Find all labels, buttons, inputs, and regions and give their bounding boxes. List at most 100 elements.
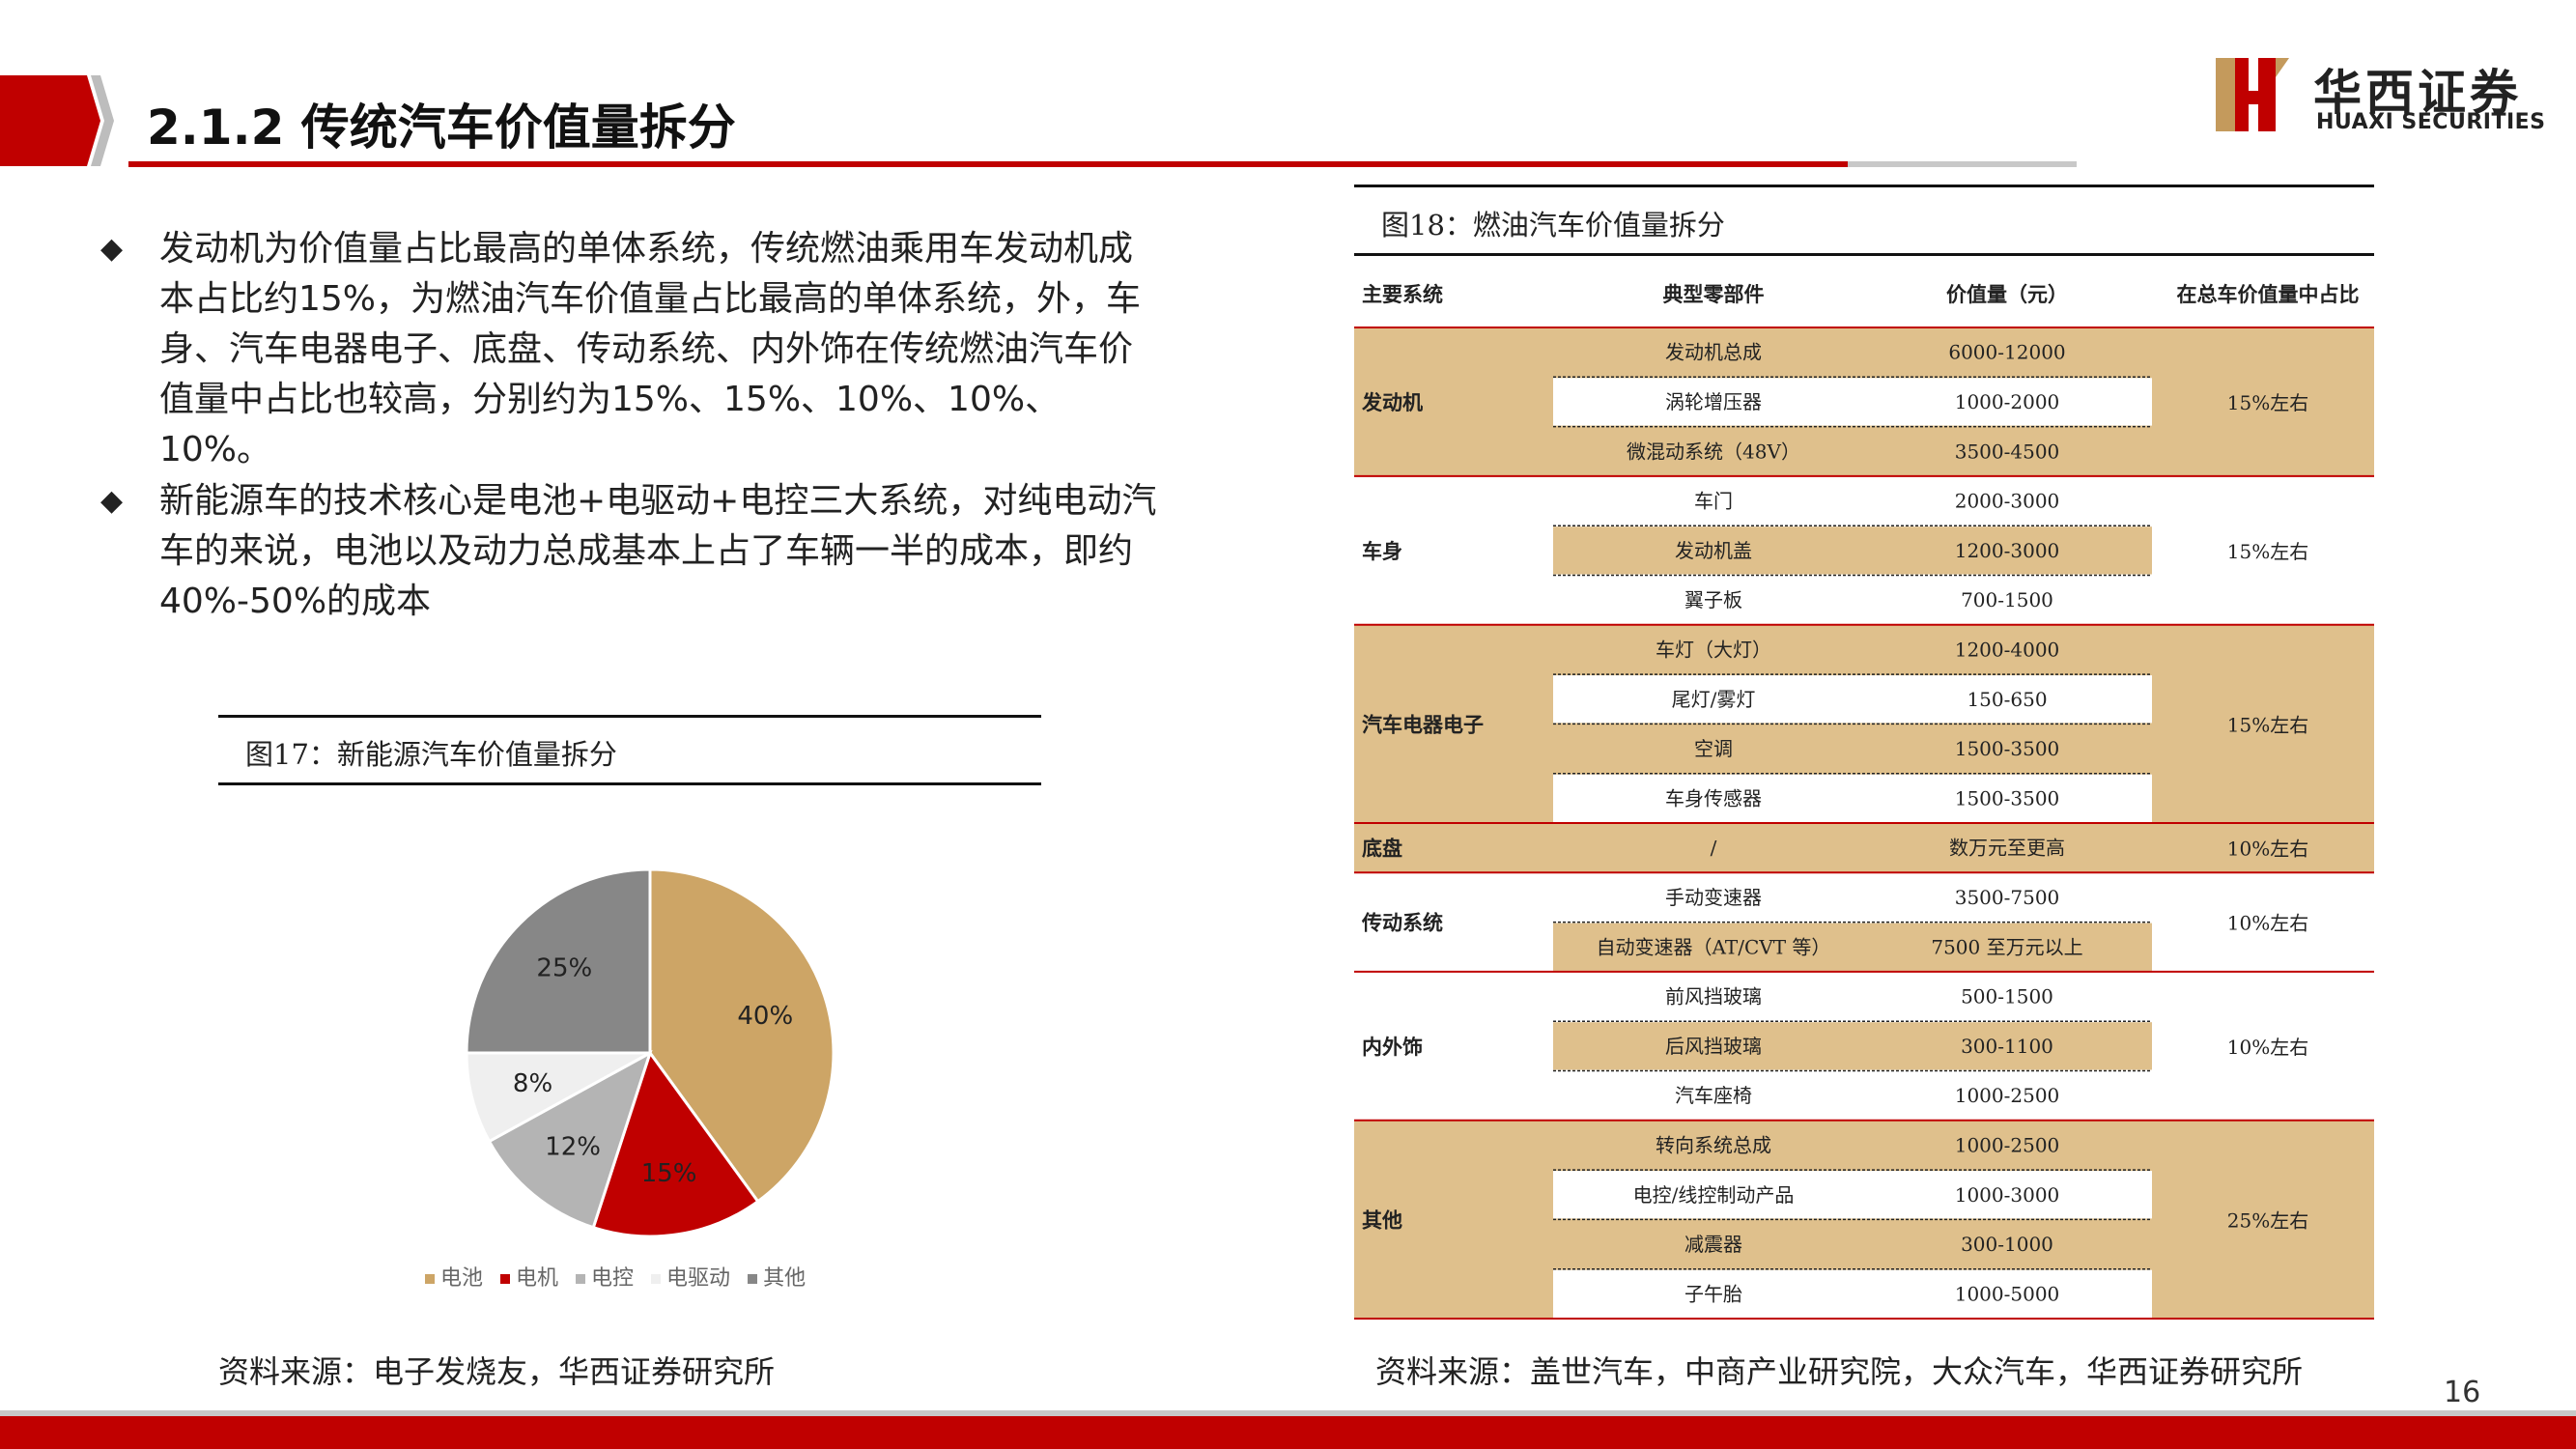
figure18-source: 资料来源：盖世汽车，中商产业研究院，大众汽车，华西证券研究所 (1375, 1353, 2304, 1390)
table-group: 手动变速器 3500-7500 自动变速器（AT/CVT 等） 7500 至万元以上 传… (1361, 886, 2308, 971)
table-header-cell: 主要系统 (1362, 282, 1443, 306)
table-cell-share: 15%左右 (2227, 713, 2308, 736)
figure17-source: 资料来源：电子发烧友，华西证券研究所 (218, 1353, 776, 1390)
row-background (1553, 923, 2152, 971)
table-cell-share: 15%左右 (2227, 391, 2308, 414)
table-header-cell: 价值量（元） (1946, 282, 2068, 306)
table-cell-value: 1000-3000 (1955, 1183, 2060, 1207)
row-background (1553, 675, 2152, 724)
table-cell-part: 发动机盖 (1675, 539, 1752, 562)
bullet-text: 新能源车的技术核心是电池+电驱动+电控三大系统，对纯电动汽车的来说，电池以及动力… (159, 481, 1157, 621)
table-group: 前风挡玻璃 500-1500 后风挡玻璃 300-1100 汽车座椅 1000-2500 内… (1362, 985, 2308, 1108)
legend-item: 电池 (425, 1261, 483, 1292)
table-cell-part: 车身传感器 (1665, 786, 1762, 810)
figure17-caption: 图17：新能源汽车价值量拆分 (245, 738, 617, 771)
pie-slice-1 (648, 867, 835, 1204)
legend-item: 其他 (748, 1261, 806, 1292)
table-cell-value: 1000-5000 (1955, 1282, 2060, 1305)
table-cell-value: 1500-3500 (1955, 737, 2060, 760)
pie-slice-5 (465, 867, 652, 1055)
legend-item: 电驱动 (651, 1261, 730, 1292)
table-group: 车门 2000-3000 发动机盖 1200-3000 翼子板 700-1500 车身 15%… (1362, 490, 2308, 612)
table-cell-part: 发动机总成 (1665, 341, 1762, 364)
pie-slice-4 (465, 1051, 651, 1144)
table-cell-part: 减震器 (1684, 1233, 1742, 1256)
pie-data-label: 12% (545, 1133, 601, 1162)
table-cell-value: 7500 至万元以上 (1931, 935, 2082, 958)
legend-label: 其他 (763, 1266, 807, 1291)
title-underline-red (128, 161, 1848, 167)
table-cell-share: 25%左右 (2227, 1208, 2308, 1232)
table-cell-system: 内外饰 (1362, 1035, 1423, 1059)
row-background (1553, 378, 2152, 426)
title-underline-grey (1848, 161, 2077, 167)
legend-swatch-icon (425, 1274, 435, 1284)
section-tab-marker (0, 75, 114, 166)
bullet-diamond-icon: ◆ (100, 232, 124, 266)
table-cell-value: 6000-12000 (1948, 341, 2065, 364)
legend-label: 电池 (440, 1266, 484, 1291)
table-cell-value: 1500-3500 (1955, 786, 2060, 810)
logo-text-en: HUAXI SECURITIES (2316, 110, 2546, 134)
pie-slice-3 (487, 1049, 653, 1230)
footer-red-band (0, 1416, 2576, 1449)
table-cell-value: 1000-2500 (1955, 1084, 2060, 1107)
page-number: 16 (2444, 1376, 2481, 1409)
table-cell-value: 数万元至更高 (1949, 837, 2065, 860)
table-cell-part: 涡轮增压器 (1665, 390, 1762, 413)
table-cell-part: 子午胎 (1684, 1282, 1742, 1305)
figure17-top-rule (218, 715, 1041, 718)
table-header-cell: 典型零部件 (1663, 282, 1765, 306)
pie-data-label: 25% (536, 953, 592, 982)
bullet-text: 发动机为价值量占比最高的单体系统，传统燃油乘用车发动机成本占比约15%，为燃油汽… (159, 229, 1142, 469)
page-title: 2.1.2 传统汽车价值量拆分 (147, 99, 736, 156)
table-cell-system: 汽车电器电子 (1362, 712, 1484, 736)
row-background (1553, 1269, 2152, 1318)
pie-chart: 40% 15% 12% 8% 25% (465, 867, 835, 1238)
group-background (1354, 823, 2374, 873)
table-group: / 数万元至更高 底盘 10%左右 (1354, 823, 2374, 873)
figure18-caption: 图18：燃油汽车价值量拆分 (1381, 209, 1725, 242)
footer-grey-band (0, 1410, 2576, 1416)
table-cell-part: 翼子板 (1684, 588, 1742, 611)
table-cell-system: 传动系统 (1361, 911, 1443, 935)
table-group: 车灯（大灯） 1200-4000 尾灯/雾灯 150-650 空调 1500-3500 车身… (1354, 624, 2374, 823)
table-group: 转向系统总成 1000-2500 电控/线控制动产品 1000-3000 减震器 300-… (1354, 1120, 2374, 1319)
table-cell-value: 300-1100 (1961, 1035, 2053, 1058)
table-cell-part: 转向系统总成 (1656, 1133, 1771, 1156)
pie-data-label: 8% (513, 1069, 552, 1098)
table-header-cell: 在总车价值量中占比 (2177, 282, 2360, 306)
table-cell-part: 前风挡玻璃 (1665, 985, 1762, 1009)
legend-swatch-icon (651, 1274, 662, 1284)
table-cell-part: 微混动系统（48V） (1627, 440, 1800, 463)
bullet-diamond-icon: ◆ (100, 484, 124, 518)
table-cell-part: 车灯（大灯） (1656, 638, 1771, 661)
bullet-item: ◆ 新能源车的技术核心是电池+电驱动+电控三大系统，对纯电动汽车的来说，电池以及… (100, 476, 1163, 627)
figure18-bottom-rule (1354, 253, 2374, 256)
figure18-top-rule (1354, 185, 2374, 187)
table-cell-part: 后风挡玻璃 (1665, 1035, 1762, 1058)
legend-item: 电机 (500, 1261, 558, 1292)
table-cell-system: 其他 (1362, 1208, 1402, 1232)
bullet-item: ◆ 发动机为价值量占比最高的单体系统，传统燃油乘用车发动机成本占比约15%，为燃… (100, 224, 1163, 475)
table-cell-value: 1200-4000 (1955, 638, 2060, 661)
logo-text-cn: 华西证券 (2313, 65, 2522, 121)
table-cell-share: 10%左右 (2227, 912, 2308, 935)
table-cell-value: 700-1500 (1961, 588, 2053, 611)
figure17-bottom-rule (218, 782, 1041, 785)
pie-slice-2 (591, 1049, 760, 1238)
table-cell-value: 3500-4500 (1955, 440, 2060, 463)
row-background (1553, 526, 2152, 575)
huaxi-logo-icon (2216, 58, 2289, 131)
table-cell-part: 车门 (1694, 490, 1733, 513)
table-cell-share: 15%左右 (2227, 540, 2308, 563)
table-cell-value: 500-1500 (1961, 985, 2053, 1009)
legend-swatch-icon (748, 1274, 758, 1284)
legend-label: 电控 (591, 1266, 635, 1291)
table-cell-value: 150-650 (1967, 688, 2047, 711)
legend-swatch-icon (500, 1274, 511, 1284)
table-cell-part: 手动变速器 (1665, 886, 1762, 909)
table-group: 发动机总成 6000-12000 涡轮增压器 1000-2000 微混动系统（48V） 3… (1354, 327, 2374, 476)
table-cell-part: 电控/线控制动产品 (1633, 1183, 1795, 1207)
